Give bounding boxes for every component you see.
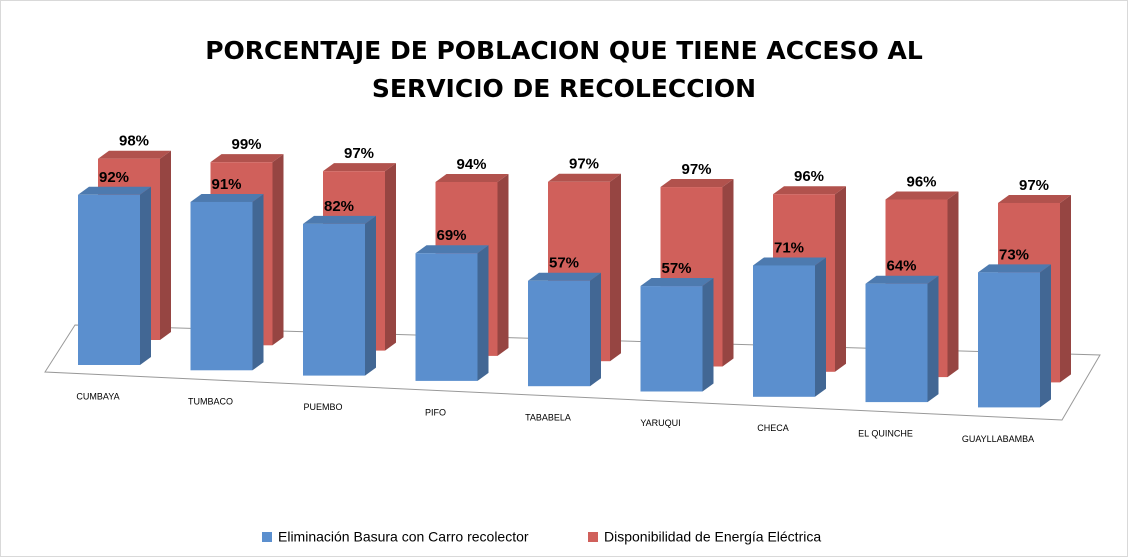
bar <box>978 272 1040 408</box>
bar-top <box>98 150 171 159</box>
bar-top <box>323 163 396 172</box>
bar-top <box>753 257 826 266</box>
legend-label: Eliminación Basura con Carro recolector <box>278 529 529 545</box>
bar <box>753 265 815 397</box>
bar-top <box>978 264 1051 273</box>
bar <box>415 253 478 381</box>
x-tick-label: CUMBAYA <box>76 391 119 401</box>
bar <box>865 283 928 403</box>
bar-side <box>610 173 621 362</box>
bar-top <box>210 154 284 163</box>
bar <box>303 223 365 376</box>
value-label: 71% <box>774 239 804 256</box>
x-tick-label: PIFO <box>425 407 446 417</box>
value-label: 73% <box>999 246 1029 263</box>
x-tick-label: EL QUINCHE <box>858 428 913 438</box>
bar-side <box>477 245 489 381</box>
bar-side <box>947 191 959 378</box>
bar-top <box>865 275 939 284</box>
value-label: 91% <box>211 176 241 193</box>
value-label: 96% <box>794 168 824 185</box>
bar-side <box>1060 194 1071 383</box>
bar-side <box>160 150 171 340</box>
x-tick-label: TUMBACO <box>188 397 233 407</box>
bar-top <box>78 186 151 195</box>
bar-side <box>272 154 284 346</box>
bar <box>640 286 703 392</box>
bar-side <box>252 193 264 371</box>
bar-top <box>998 194 1071 203</box>
value-label: 69% <box>436 227 466 244</box>
value-label: 57% <box>549 255 579 272</box>
bar-side <box>365 215 376 376</box>
value-label: 97% <box>344 145 374 162</box>
bar-top <box>190 193 264 202</box>
bar-side <box>835 186 846 372</box>
bar-side <box>385 163 396 351</box>
bar-top <box>660 179 734 188</box>
x-tick-label: YARUQUI <box>640 418 680 428</box>
bar-side <box>702 278 714 392</box>
bar-top <box>303 215 376 224</box>
bar-side <box>590 272 601 387</box>
value-label: 64% <box>886 258 916 275</box>
bar-side <box>1040 264 1051 408</box>
value-label: 97% <box>569 156 599 173</box>
value-label: 82% <box>324 198 354 215</box>
bar-side <box>815 257 826 397</box>
bar <box>528 280 590 387</box>
bar-top <box>885 191 959 200</box>
value-label: 92% <box>99 169 129 186</box>
bar-side <box>927 275 939 403</box>
x-tick-label: CHECA <box>757 423 789 433</box>
x-tick-label: TABABELA <box>525 413 571 423</box>
bar-top <box>435 174 509 182</box>
value-label: 96% <box>906 173 936 190</box>
legend-label: Disponibilidad de Energía Eléctrica <box>604 529 821 545</box>
value-label: 57% <box>661 260 691 277</box>
value-label: 98% <box>119 133 149 150</box>
bar <box>190 201 253 371</box>
bar <box>78 194 140 365</box>
bar-side <box>497 174 509 356</box>
chart-title: PORCENTAJE DE POBLACION QUE TIENE ACCESO… <box>205 36 923 103</box>
legend-swatch <box>262 532 272 542</box>
value-label: 99% <box>231 136 261 153</box>
bar-top <box>528 272 601 281</box>
value-label: 97% <box>1019 177 1049 194</box>
value-label: 94% <box>456 156 486 173</box>
bar-top <box>640 278 714 287</box>
bar-top <box>415 245 489 254</box>
bar-side <box>140 186 151 365</box>
bar-top <box>773 186 846 195</box>
value-label: 97% <box>681 161 711 178</box>
bar-top <box>548 173 621 182</box>
x-tick-label: PUEMBO <box>303 402 342 412</box>
bar-side <box>722 179 734 367</box>
legend-swatch <box>588 532 598 542</box>
x-tick-label: GUAYLLABAMBA <box>962 434 1034 444</box>
